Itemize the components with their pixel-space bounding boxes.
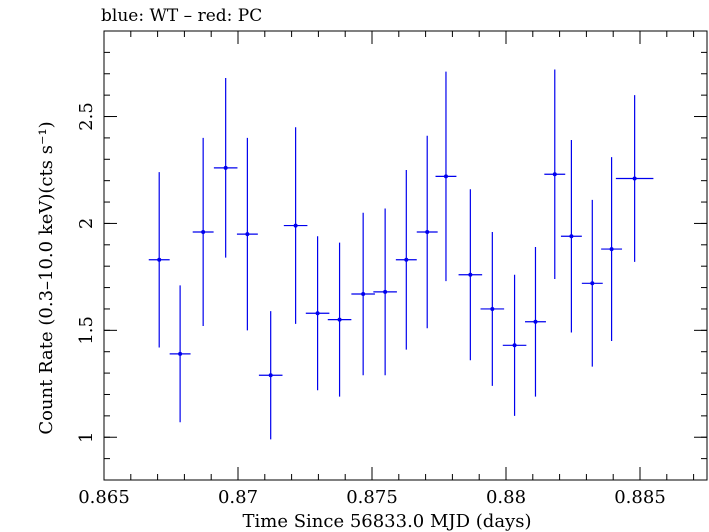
point-marker <box>268 373 273 378</box>
data-point <box>283 127 308 324</box>
x-tick-label: 0.87 <box>218 487 258 508</box>
point-marker <box>552 172 557 177</box>
data-point <box>258 311 283 440</box>
data-point <box>395 169 417 350</box>
point-marker <box>632 176 637 181</box>
point-marker <box>178 351 183 356</box>
tick-labels: 0.865 0.87 0.875 0.88 0.885 1 1.5 2 2.5 <box>76 102 666 508</box>
point-marker <box>512 343 517 348</box>
data-point <box>525 246 546 397</box>
chart-title: blue: WT – red: PC <box>101 6 262 26</box>
x-axis-label: Time Since 56833.0 MJD (days) <box>242 511 531 532</box>
point-marker <box>533 319 538 324</box>
data-point <box>435 71 457 282</box>
data-point <box>169 285 191 423</box>
point-marker <box>404 257 409 262</box>
data-point <box>351 212 375 376</box>
y-tick-label: 1 <box>76 432 97 443</box>
point-marker <box>609 247 614 252</box>
data-point <box>502 274 527 416</box>
axis-ticks <box>103 30 707 481</box>
data-point <box>213 78 238 258</box>
point-marker <box>245 232 250 237</box>
data-point <box>327 242 352 397</box>
point-marker <box>315 311 320 316</box>
data-point <box>544 69 566 280</box>
y-tick-label: 2 <box>76 218 97 229</box>
point-marker <box>383 289 388 294</box>
x-tick-label: 0.88 <box>486 487 526 508</box>
data-point <box>305 236 330 391</box>
data-point <box>615 95 654 262</box>
point-marker <box>569 234 574 239</box>
plot-area-border <box>103 30 708 481</box>
data-point <box>480 231 505 386</box>
data-point <box>148 172 170 348</box>
data-point <box>373 208 397 376</box>
point-marker <box>201 229 206 234</box>
x-tick-label: 0.885 <box>614 487 666 508</box>
data-point <box>236 137 258 331</box>
data-point <box>581 199 603 367</box>
point-marker <box>590 281 595 286</box>
x-tick-label: 0.875 <box>346 487 398 508</box>
point-marker <box>443 174 448 179</box>
data-point <box>192 137 214 327</box>
point-marker <box>157 257 162 262</box>
y-tick-label: 1.5 <box>76 316 97 345</box>
y-axis-label: Count Rate (0.3–10.0 keV)(cts s⁻¹) <box>36 121 57 434</box>
point-marker <box>361 291 366 296</box>
point-marker <box>337 317 342 322</box>
x-tick-label: 0.865 <box>78 487 130 508</box>
data-point <box>601 157 623 342</box>
point-marker <box>223 165 228 170</box>
data-points <box>148 69 654 440</box>
point-marker <box>468 272 473 277</box>
data-point <box>560 140 582 333</box>
point-marker <box>490 306 495 311</box>
y-tick-label: 2.5 <box>76 102 97 131</box>
data-point <box>458 189 483 361</box>
point-marker <box>425 229 430 234</box>
plot-frame <box>103 30 708 481</box>
point-marker <box>293 223 298 228</box>
data-point <box>416 135 438 329</box>
